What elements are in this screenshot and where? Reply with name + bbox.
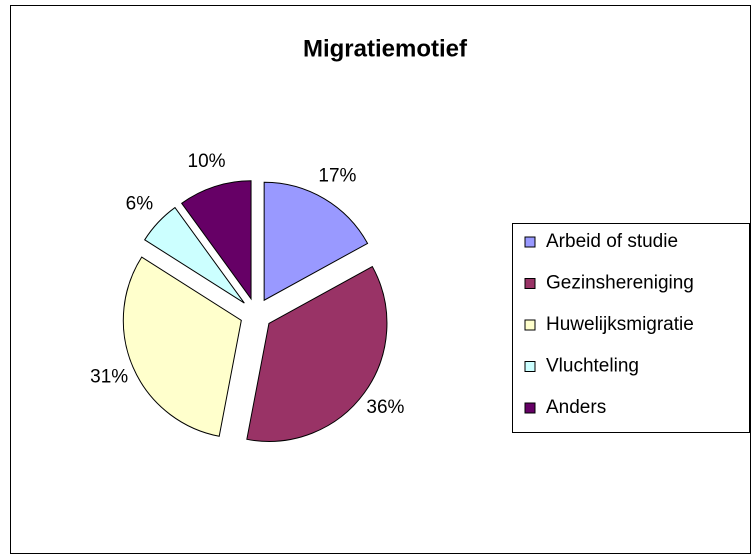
pie-slice (122, 256, 242, 437)
legend-box (512, 223, 750, 433)
legend-label: Gezinshereniging (546, 273, 694, 294)
data-label: 10% (188, 151, 226, 172)
legend-swatch (524, 236, 536, 248)
chart-title: Migratiemotief (303, 35, 468, 62)
legend-swatch (524, 319, 536, 331)
legend-label: Anders (546, 397, 606, 418)
pie-slice (263, 181, 369, 302)
legend-swatch (524, 278, 536, 289)
legend-label: Huwelijksmigratie (546, 314, 694, 335)
data-label: 6% (126, 193, 154, 214)
data-label: 31% (90, 367, 128, 388)
pie-slice (246, 265, 388, 442)
legend-label: Vluchteling (546, 356, 639, 377)
pie-slice (180, 180, 252, 301)
pie-slice (144, 206, 245, 304)
legend-label: Arbeid of studie (546, 231, 678, 252)
legend-swatch (524, 402, 536, 414)
data-label: 36% (366, 397, 404, 418)
data-label: 17% (318, 165, 356, 186)
legend-swatch (524, 361, 536, 372)
